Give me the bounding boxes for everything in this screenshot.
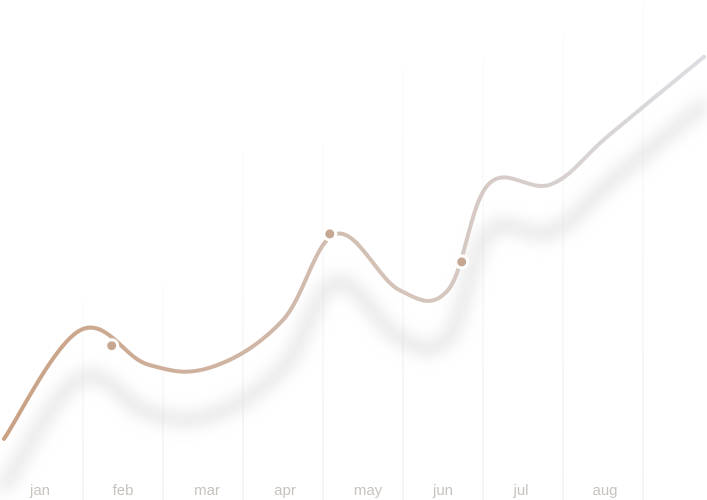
data-point[interactable] [457, 257, 467, 267]
x-tick-label-feb: feb [113, 482, 134, 499]
x-tick-label-jul: jul [512, 482, 528, 499]
x-tick-label-may: may [354, 482, 383, 499]
x-tick-label-aug: aug [592, 482, 617, 499]
data-point[interactable] [107, 341, 117, 351]
series-line [2, 54, 706, 441]
data-markers [104, 226, 470, 354]
series-line-group [2, 54, 706, 441]
x-axis-tick-labels: jan feb mar apr may jun jul aug [29, 482, 618, 499]
x-tick-label-mar: mar [194, 482, 220, 499]
x-tick-label-jan: jan [29, 482, 50, 499]
data-point[interactable] [325, 229, 335, 239]
x-tick-label-apr: apr [274, 482, 296, 499]
grid-lines [82, 0, 644, 500]
x-tick-label-jun: jun [432, 482, 453, 499]
line-shadow [0, 98, 707, 493]
series-line-shadow [0, 98, 707, 493]
